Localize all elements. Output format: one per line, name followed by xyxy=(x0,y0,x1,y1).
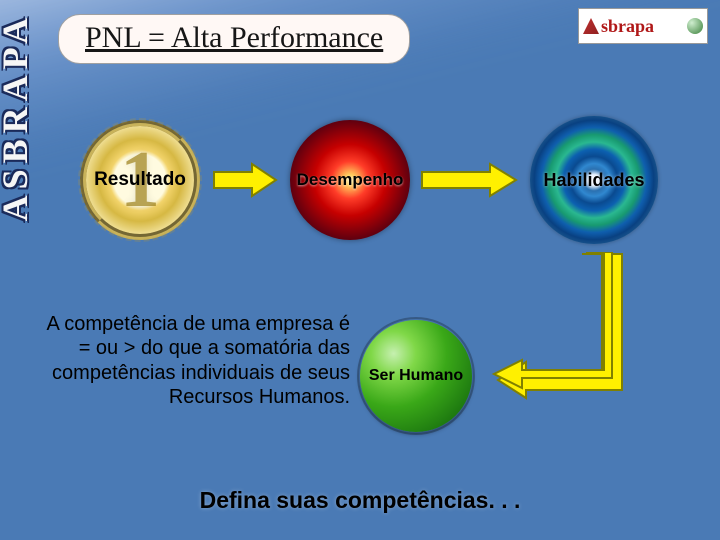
arrow-resultado-to-desempenho xyxy=(212,160,280,200)
logo-text: sbrapa xyxy=(601,16,654,37)
circle-resultado: 1 Resultado xyxy=(80,120,200,240)
globe-icon xyxy=(687,18,703,34)
resultado-label: Resultado xyxy=(94,169,186,191)
ser-humano-label: Ser Humano xyxy=(369,367,463,385)
competencia-paragraph: A competência de uma empresa é = ou > do… xyxy=(40,312,350,410)
circle-desempenho: Desempenho xyxy=(290,120,410,240)
circle-habilidades: Habilidades xyxy=(530,116,658,244)
slide-title: PNL = Alta Performance xyxy=(85,21,383,54)
logo: sbrapa xyxy=(578,8,708,44)
desempenho-label: Desempenho xyxy=(297,170,404,190)
arrow-desempenho-to-habilidades xyxy=(420,160,520,200)
logo-triangle-icon xyxy=(583,18,599,34)
habilidades-label: Habilidades xyxy=(543,170,644,191)
title-container: PNL = Alta Performance xyxy=(58,14,410,64)
circle-ser-humano: Ser Humano xyxy=(360,320,472,432)
brand-vertical-text: ASBRAPA xyxy=(0,12,36,221)
arrow-l-shape xyxy=(486,252,636,417)
call-to-action: Defina suas competências. . . xyxy=(0,487,720,514)
